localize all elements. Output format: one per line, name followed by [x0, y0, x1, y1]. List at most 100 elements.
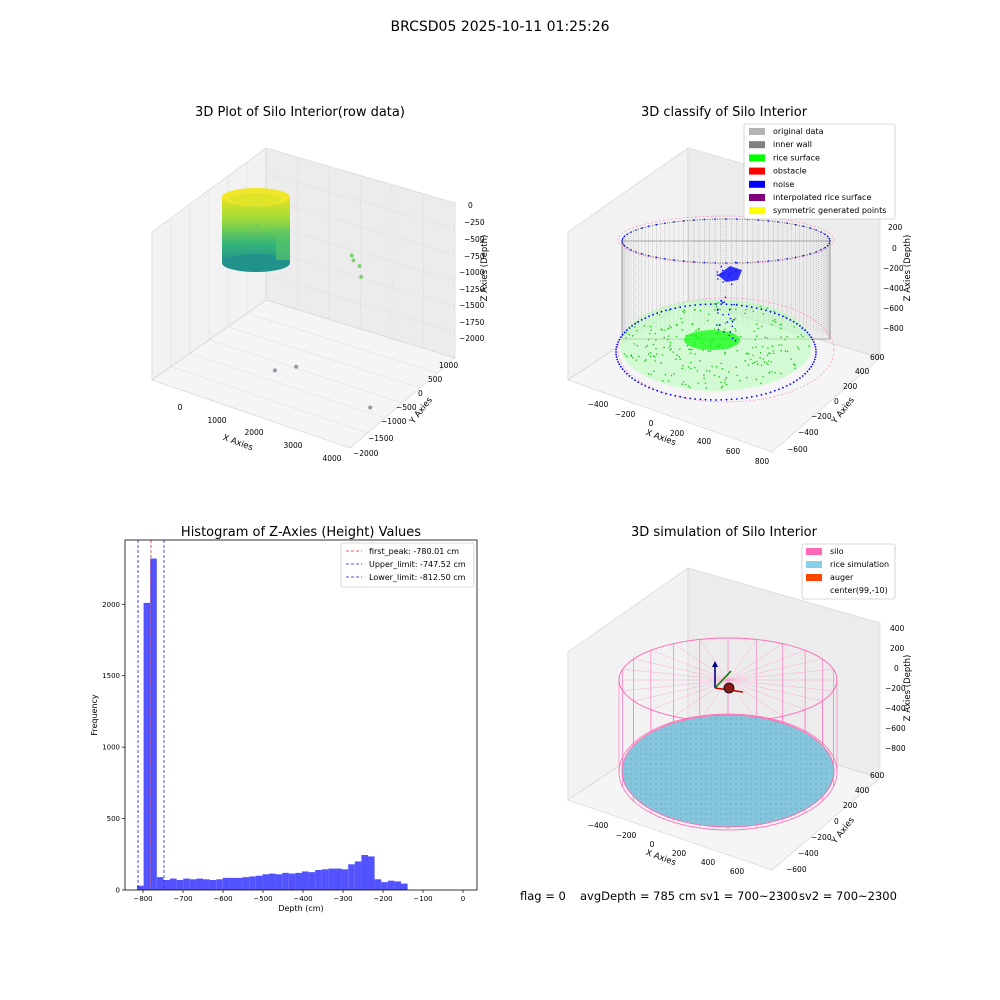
sim-rice-point: [760, 808, 762, 810]
sim-rice-point: [760, 763, 762, 765]
classify-noise-point: [808, 368, 811, 371]
sim-rice-point: [655, 753, 657, 755]
classify-noise-point: [635, 251, 637, 253]
sim-rice-point: [765, 733, 767, 735]
sim-rice-point: [765, 808, 767, 810]
classify-rice-point: [723, 381, 726, 384]
sim-rice-point: [665, 738, 667, 740]
classify-noise-point: [773, 312, 776, 315]
classify-noise-point: [810, 365, 812, 368]
hist-bar: [176, 880, 184, 890]
sim-rice-point: [700, 783, 702, 785]
sim-rice-point: [780, 778, 782, 780]
classify-noise-point: [820, 249, 822, 251]
sim-ytick: 200: [843, 801, 858, 810]
classify-noise-point: [735, 398, 738, 400]
sim-rice-point: [665, 763, 667, 765]
sim-rice-point: [810, 743, 812, 745]
sim-rice-point: [690, 803, 692, 805]
sim-rice-point: [760, 798, 762, 800]
sim-rice-point: [760, 803, 762, 805]
sim-rice-point: [730, 798, 732, 800]
sim-rice-point: [765, 818, 767, 820]
sim-rice-point: [750, 768, 752, 770]
footer-sv2: sv2 = 700~2300: [799, 889, 897, 903]
classify-noise-point: [660, 310, 663, 313]
sim-rice-point: [775, 773, 777, 775]
classify-rice-point: [713, 374, 716, 377]
classify-noise-point: [618, 338, 621, 341]
classify-rice-point: [699, 360, 701, 362]
classify-noise-point: [750, 306, 753, 309]
sim-rice-point: [720, 818, 722, 820]
classify-noise-point: [693, 261, 695, 263]
hist-bar: [183, 878, 190, 890]
classify-noise-point: [746, 261, 749, 264]
sim-rice-point: [745, 773, 747, 775]
classify-rice-point: [768, 360, 770, 362]
sim-zlabel: Z Axies (Depth): [903, 655, 913, 722]
sim-rice-point: [755, 743, 757, 745]
sim-rice-point: [825, 788, 827, 790]
classify-rice-point: [762, 313, 764, 315]
sim-rice-point: [675, 813, 677, 815]
sim-rice-point: [790, 758, 792, 760]
classify-rice-point: [654, 360, 656, 362]
classify-rice-point: [724, 351, 726, 354]
sim-rice-point: [730, 758, 732, 760]
hist-bar: [236, 877, 243, 890]
sim-rice-point: [665, 768, 667, 770]
classify-rice-point: [753, 330, 756, 333]
sim-rice-point: [785, 808, 787, 810]
classify-noise-point: [723, 331, 725, 333]
sim-silo-spoke: [633, 658, 729, 681]
sim-rice-point: [790, 743, 792, 745]
sim-rice-point: [735, 783, 737, 785]
raw-ztick: −2000: [459, 334, 485, 343]
sim-rice-point: [710, 773, 712, 775]
classify-rice-point: [744, 359, 746, 362]
raw-ytick: −2000: [353, 449, 379, 458]
raw-gridline: [208, 339, 403, 404]
classify-legend-swatch: [749, 180, 765, 188]
sim-rice-point: [675, 783, 677, 785]
classify-rice-point: [759, 357, 761, 359]
sim-rice-point: [675, 738, 677, 740]
sim-rice-point: [720, 783, 722, 785]
raw-ztick: −250: [464, 218, 485, 227]
classify-noise-point: [786, 258, 788, 260]
classify-noise-point: [733, 303, 735, 306]
sim-rice-point: [725, 788, 727, 790]
raw-outlier-point: [351, 258, 356, 263]
sim-rice-point: [700, 803, 702, 805]
sim-rice-point: [715, 808, 717, 810]
classify-noise-point: [716, 271, 719, 273]
classify-rice-point: [717, 301, 719, 304]
sim-rice-point: [680, 803, 682, 805]
sim-rice-point: [780, 733, 782, 735]
classify-noise-point: [815, 251, 817, 253]
sim-rice-point: [740, 728, 742, 730]
sim-rice-point: [690, 743, 692, 745]
classify-rice-point: [774, 319, 776, 321]
classify-noise-point: [725, 218, 727, 220]
hist-bar: [315, 870, 322, 890]
sim-rice-point: [765, 753, 767, 755]
sim-rice-point: [630, 783, 632, 785]
sim-rice-point: [800, 778, 802, 780]
classify-noise-point: [726, 321, 729, 323]
classify-rice-point: [793, 326, 795, 328]
classify-legend-swatch: [749, 128, 765, 135]
sim-rice-point: [760, 743, 762, 745]
sim-rice-point: [735, 718, 737, 720]
classify-rice-point: [664, 329, 666, 331]
sim-rice-point: [750, 718, 752, 720]
classify-rice-point: [663, 346, 665, 349]
sim-rice-point: [695, 733, 697, 735]
sim-rice-point: [670, 768, 672, 770]
hist-ytick-label: 0: [116, 887, 120, 895]
classify-rice-point: [762, 358, 765, 360]
sim-rice-point: [730, 763, 732, 765]
classify-noise-point: [802, 254, 805, 257]
sim-rice-point: [820, 758, 822, 760]
